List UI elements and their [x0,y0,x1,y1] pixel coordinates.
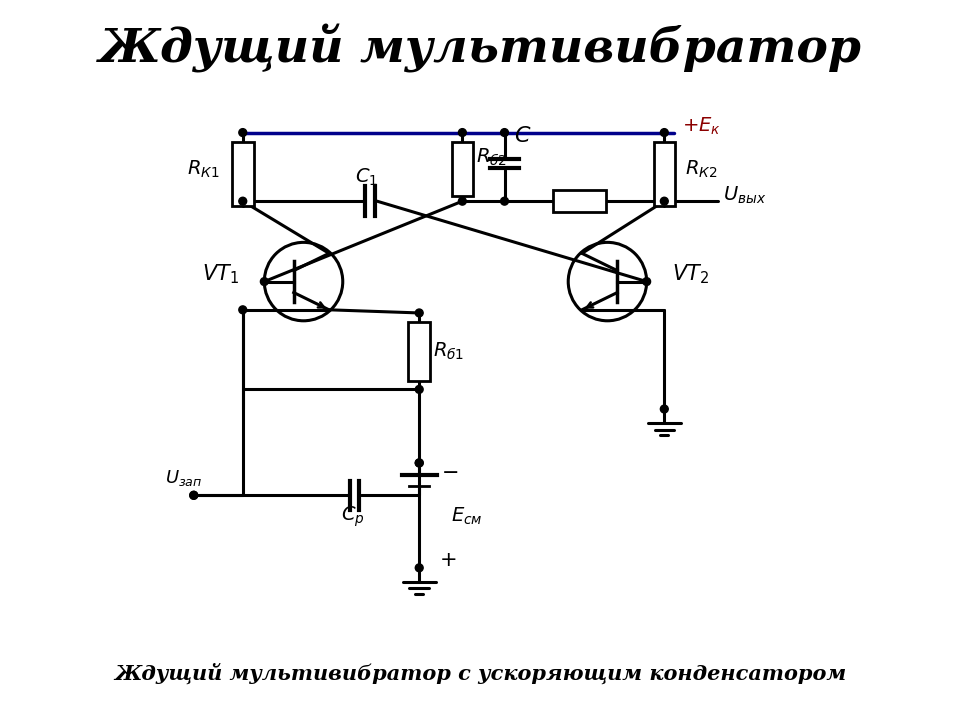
Text: $U_{вых}$: $U_{вых}$ [723,184,766,206]
Text: $E_{см}$: $E_{см}$ [450,505,482,526]
Circle shape [416,459,423,467]
Circle shape [660,197,668,205]
Circle shape [660,405,668,413]
Circle shape [416,459,423,467]
Circle shape [190,491,198,499]
Text: $U_{зап}$: $U_{зап}$ [165,468,203,487]
Circle shape [660,129,668,137]
Text: $-$: $-$ [441,461,458,481]
Circle shape [643,278,651,286]
Text: $VT_2$: $VT_2$ [672,262,709,286]
Circle shape [190,491,198,499]
Circle shape [239,306,247,314]
Text: $+$: $+$ [439,550,456,570]
Circle shape [239,197,247,205]
Bar [451,143,473,197]
Text: $C_р$: $C_р$ [341,505,365,529]
Circle shape [459,129,467,137]
Text: $R_{б2}$: $R_{б2}$ [476,147,507,168]
Bar [232,143,253,206]
Text: Ждущий мультивибратор: Ждущий мультивибратор [99,24,861,73]
Circle shape [416,309,423,317]
Text: Ждущий мультивибратор с ускоряющим конденсатором: Ждущий мультивибратор с ускоряющим конде… [114,663,846,685]
Text: $R_{б1}$: $R_{б1}$ [433,341,465,362]
Bar [654,143,675,206]
Bar [408,322,430,381]
Circle shape [416,385,423,393]
Bar [553,190,607,212]
Circle shape [416,564,423,572]
Circle shape [459,197,467,205]
Text: $+E_к$: $+E_к$ [682,116,721,138]
Circle shape [500,197,509,205]
Circle shape [239,129,247,137]
Text: $C_1$: $C_1$ [355,167,378,189]
Text: $R_{К2}$: $R_{К2}$ [685,158,718,180]
Circle shape [500,129,509,137]
Circle shape [260,278,268,286]
Text: $C$: $C$ [515,125,532,147]
Text: $VT_1$: $VT_1$ [202,262,239,286]
Text: $R_{К1}$: $R_{К1}$ [187,158,220,180]
